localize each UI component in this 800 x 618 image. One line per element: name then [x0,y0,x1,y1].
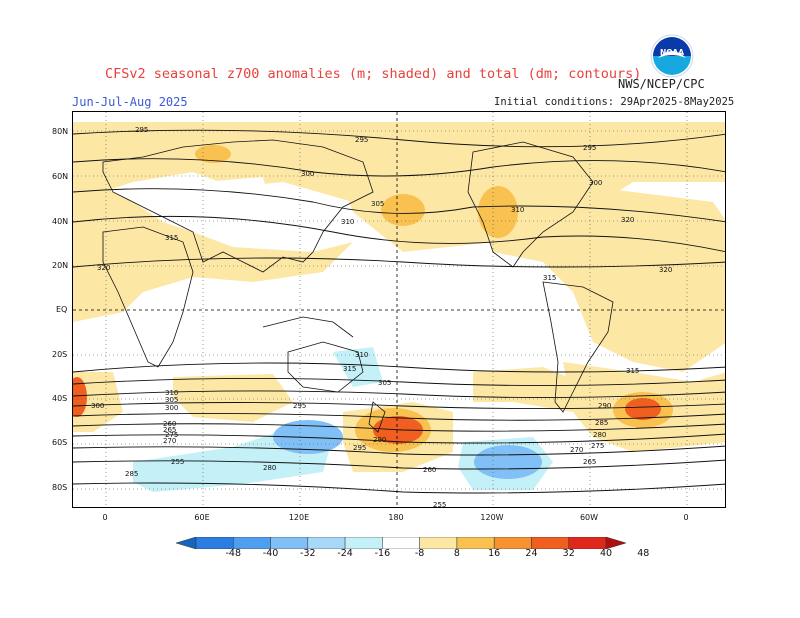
contour-label: 315 [626,367,639,375]
contour-label: 300 [91,402,104,410]
contour-label: 310 [341,218,354,226]
initial-conditions: Initial conditions: 29Apr2025-8May2025 [494,96,735,108]
contour-label: 310 [355,351,368,359]
coastlines [102,139,614,433]
colorbar-left-arrow [176,537,197,549]
colorbar [176,537,626,549]
lat-label: 20N [52,261,69,270]
contour-label: 310 [165,389,178,397]
lon-label: 120E [288,513,310,522]
contour-label: 285 [595,419,608,427]
lon-label: 0 [102,513,108,522]
contour-label: 310 [511,206,524,214]
contour-label: 295 [135,126,148,134]
contour-label: 255 [171,458,184,466]
contour-label: 290 [373,436,386,444]
contour-label: 270 [163,437,176,445]
contour-label: 260 [423,466,436,474]
map-panel: 295 295 300 305 310 315 320 295 300 310 315 320 310 3… [72,111,726,508]
contour-label: 320 [659,266,672,274]
contour-label: 300 [589,179,602,187]
lon-label: 60W [579,513,599,522]
contour-label: 305 [378,379,391,387]
positive-anomaly-shading [73,122,725,472]
contour-label: 280 [263,464,276,472]
colorbar-label: 48 [637,548,650,559]
strong-positive-shading [73,145,673,452]
contour-label: 280 [593,431,606,439]
contour-label: 285 [125,470,138,478]
contour-label: 270 [570,446,583,454]
contour-label: 260 [163,420,176,428]
lon-label: 0 [683,513,689,522]
agency-label: NWS/NCEP/CPC [618,77,705,91]
contour-label: 315 [165,234,178,242]
colorbar-label: 24 [525,548,538,559]
contour-label: 265 [163,426,176,434]
negative-anomaly-shading [133,177,553,492]
map-title: CFSv2 seasonal z700 anomalies (m; shaded… [105,66,642,82]
colorbar-label: 40 [599,548,613,559]
equator-and-dateline [73,112,725,507]
contour-label: 295 [583,144,596,152]
contour-label: 295 [293,402,306,410]
contour-label: 290 [598,402,611,410]
contour-label: 275 [591,442,604,450]
contour-label: 295 [353,444,366,452]
contour-label: 315 [343,365,356,373]
lat-label: 60N [52,172,69,181]
colorbar-label: -32 [300,548,316,559]
colorbar-label: 16 [488,548,501,559]
colorbar-label: 8 [453,548,460,559]
contour-label: 300 [301,170,314,178]
lat-label: EQ [56,305,68,314]
noaa-logo-text: NOAA [660,48,684,57]
contour-labels: 2952953003053103153202953003103153203103… [91,126,672,508]
contour-label: 275 [165,431,178,439]
colorbar-right-arrow [605,537,626,549]
colorbar-label: -40 [262,548,279,559]
contour-label: 320 [97,264,110,272]
contour-label: 305 [165,396,178,404]
lat-label: 40S [52,394,68,403]
lon-label: 60E [194,513,210,522]
contour-lines [73,129,725,494]
colorbar-label: -48 [225,548,242,559]
colorbar-label: -24 [337,548,353,559]
contour-label: 255 [433,501,446,508]
contour-label: 315 [543,274,556,282]
lat-label: 40N [52,217,69,226]
contour-label: 265 [583,458,596,466]
colorbar-swatch [419,537,458,549]
noaa-logo: NOAA [650,34,694,78]
colorbar-label: -16 [374,548,391,559]
lon-label: 120W [480,513,504,522]
contour-label: 320 [621,216,634,224]
season-label: Jun-Jul-Aug 2025 [72,95,188,109]
colorbar-label: 32 [562,548,575,559]
map-svg: 2952953003053103153202953003103153203103… [73,112,725,508]
lat-label: 20S [52,350,68,359]
lat-label: 80N [52,127,69,136]
colorbar-label: -8 [414,548,425,559]
contour-label: 300 [165,404,178,412]
lat-label: 80S [52,483,68,492]
lat-label: 60S [52,438,68,447]
lon-label: 180 [388,513,404,522]
contour-label: 295 [355,136,368,144]
contour-label: 305 [371,200,384,208]
